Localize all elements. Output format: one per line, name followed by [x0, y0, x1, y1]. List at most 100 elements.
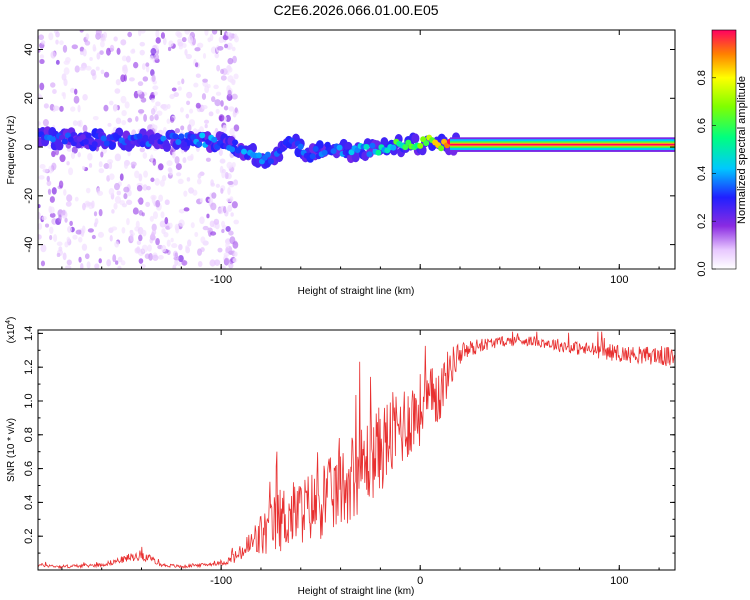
spectrogram-ridge-core	[402, 144, 409, 151]
spectrogram-noise-dot	[116, 190, 122, 196]
spectrogram-noise-dot	[197, 261, 203, 268]
spectrogram-noise-dot	[38, 121, 41, 126]
spectrogram-ridge-core	[100, 135, 107, 142]
spectrogram-noise-dot	[151, 98, 155, 103]
spectrogram-noise-dot	[39, 54, 45, 59]
spectrogram-noise-dot	[170, 237, 174, 243]
spectrogram-noise-dot	[199, 216, 205, 225]
spectrogram-noise-dot	[40, 260, 46, 267]
snr-ytick-label: 1.2	[23, 360, 35, 375]
spectrogram-noise-dot	[188, 187, 194, 194]
spectrogram-noise-dot	[215, 183, 220, 188]
spectrogram-noise-dot	[71, 146, 78, 154]
spectrogram-noise-dot	[225, 242, 230, 249]
spectrogram-noise-dot	[172, 264, 177, 269]
spectrogram-noise-dot	[47, 188, 52, 195]
spectrogram-noise-dot	[51, 162, 57, 171]
spectrogram-ridge-core	[61, 138, 68, 145]
snr-ytick-label: 1.0	[23, 393, 35, 408]
snr-marks	[38, 331, 675, 570]
spectrogram-noise-dot	[40, 244, 47, 253]
spectrogram-ridge-core	[139, 141, 146, 148]
spectrogram-noise-dot	[129, 233, 134, 242]
spectrogram-noise-dot	[183, 190, 188, 197]
spectrogram-noise-dot	[113, 182, 121, 191]
spectrogram-ridge-core	[369, 142, 376, 149]
spectrogram-noise-dot	[182, 43, 187, 48]
spectrogram-noise-dot	[69, 87, 76, 93]
spectrogram-noise-dot	[177, 86, 182, 91]
spectrogram-noise-dot	[228, 262, 234, 269]
spectrogram-noise-dot	[221, 220, 226, 228]
spectrogram-noise-dot	[77, 104, 81, 113]
spectrogram-noise-dot	[164, 199, 170, 206]
spectrogram-noise-dot	[150, 47, 157, 55]
spectrogram-noise-dot	[190, 153, 194, 161]
spectrogram-noise-dot	[152, 254, 159, 261]
spectrogram-noise-dot	[234, 107, 238, 113]
spectrogram-noise-dot	[211, 30, 218, 35]
spectrogram-noise-dot	[189, 108, 194, 114]
spectrogram-noise-dot	[177, 80, 181, 86]
spectrogram-noise-dot	[97, 190, 104, 196]
spectrogram-noise-dot	[155, 199, 161, 208]
spectrogram-marks	[38, 30, 675, 269]
spectrogram-noise-dot	[209, 220, 215, 228]
spectrogram-noise-dot	[141, 212, 145, 217]
spectrogram-noise-dot	[227, 89, 232, 97]
snr-xtick-label: 100	[610, 575, 628, 587]
spectrogram-noise-dot	[70, 106, 76, 112]
spectrogram-noise-dot	[181, 36, 187, 43]
spectrogram-noise-dot	[62, 252, 67, 261]
spectrogram-noise-dot	[141, 63, 146, 71]
spectrogram-noise-dot	[139, 30, 146, 34]
spectrogram-noise-dot	[215, 108, 220, 114]
spectrogram-noise-dot	[72, 120, 78, 127]
spectrogram-noise-dot	[200, 236, 206, 244]
spectrogram-noise-dot	[206, 213, 210, 219]
spectrogram-noise-dot	[95, 30, 102, 36]
spectrogram-noise-dot	[169, 117, 175, 123]
spectrogram-noise-dot	[66, 194, 73, 202]
spectrogram-noise-dot	[232, 257, 238, 263]
spectrogram-noise-dot	[95, 66, 100, 71]
spectrogram-ridge-core	[375, 149, 382, 156]
spectrogram-noise-dot	[56, 241, 63, 246]
spectrogram-noise-dot	[179, 107, 184, 113]
spectrogram-noise-dot	[85, 202, 92, 207]
spectrogram-noise-dot	[218, 36, 224, 44]
spectrogram-ridge-core	[312, 145, 319, 152]
spectrogram-noise-dot	[134, 170, 140, 179]
spectrogram-noise-dot	[177, 42, 184, 47]
spectrogram-noise-dot	[65, 265, 72, 269]
spectrogram-noise-dot	[184, 49, 188, 56]
spectrogram-noise-dot	[80, 263, 84, 269]
spectrogram-noise-dot	[151, 196, 156, 204]
spectrogram-ridge-core	[264, 151, 271, 158]
spectrogram-noise-dot	[52, 88, 57, 94]
spectrogram-noise-dot	[111, 226, 118, 231]
spectrogram-xtick-label: -100	[210, 274, 232, 286]
spectrogram-ridge-core	[205, 138, 212, 145]
spectrogram-noise-dot	[51, 150, 56, 158]
spectrogram-noise-dot	[127, 117, 133, 123]
spectrogram-ridge-core	[199, 132, 206, 139]
spectrogram-noise-dot	[227, 66, 233, 73]
spectrogram-noise-dot	[98, 168, 105, 174]
spectrogram-noise-dot	[172, 250, 179, 258]
spectrogram-noise-dot	[63, 67, 70, 75]
spectrogram-ridge-core	[163, 139, 170, 146]
snr-xtick-label: 0	[417, 575, 423, 587]
spectrogram-noise-dot	[123, 193, 128, 200]
spectrogram-noise-dot	[143, 170, 148, 178]
spectrogram-ridge-core	[142, 134, 149, 141]
spectrogram-noise-dot	[128, 77, 135, 82]
spectrogram-noise-dot	[185, 53, 192, 60]
spectrogram-noise-dot	[66, 161, 70, 166]
spectrogram-noise-dot	[99, 50, 104, 55]
spectrogram-noise-dot	[155, 237, 160, 246]
spectrogram-ridge-core	[285, 142, 292, 149]
spectrogram-noise-dot	[49, 196, 55, 203]
spectrogram-noise-dot	[225, 247, 229, 254]
spectrogram-noise-dot	[168, 222, 173, 229]
